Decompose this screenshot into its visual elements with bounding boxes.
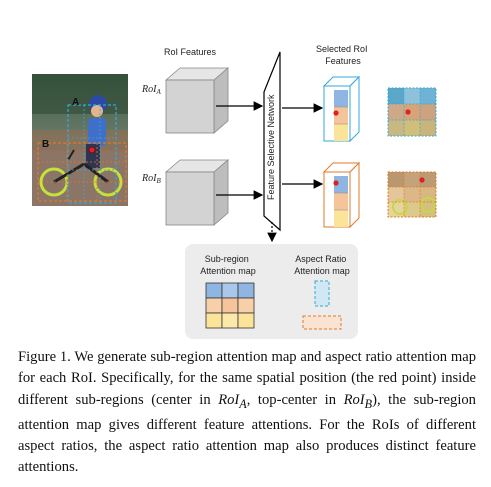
figure-diagram: A B RoI Features RoIA RoIB Feature Selec… (32, 44, 437, 339)
roi-a-box (67, 104, 117, 204)
photo-label-a: A (72, 97, 79, 108)
input-photo (32, 74, 128, 206)
aspect-ratio-box-tall (314, 280, 330, 307)
selected-feature-a (322, 75, 361, 143)
aspect-ratio-map-label: Aspect Ratio Attention map (294, 254, 350, 276)
patch-grid-b (387, 171, 437, 218)
subregion-attention-grid (205, 282, 255, 329)
roi-b-box (37, 142, 127, 202)
aspect-ratio-box-wide (302, 315, 342, 330)
photo-label-b: B (42, 139, 49, 150)
roi-a-label: RoIA (141, 84, 161, 96)
subregion-map-label: Sub-region Attention map (200, 254, 256, 276)
feature-selective-network (263, 51, 281, 232)
roi-b-label: RoIB (141, 173, 161, 185)
roi-a-feature-cube (164, 67, 230, 134)
network-label: Feature Selective Network (266, 94, 276, 200)
figure-caption: Figure 1. We generate sub-region attenti… (18, 349, 476, 476)
patch-grid-a (387, 87, 437, 137)
selected-feature-b (322, 161, 361, 229)
roi-b-feature-cube (164, 159, 230, 226)
red-point (88, 146, 96, 154)
roi-features-label: RoI Features (164, 47, 217, 57)
selected-label: Selected RoI Features (316, 44, 370, 66)
